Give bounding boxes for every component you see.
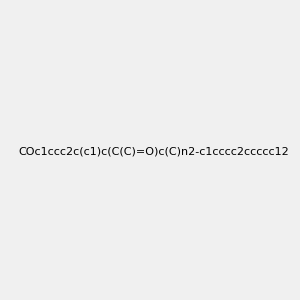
Text: COc1ccc2c(c1)c(C(C)=O)c(C)n2-c1cccc2ccccc12: COc1ccc2c(c1)c(C(C)=O)c(C)n2-c1cccc2cccc…	[18, 146, 289, 157]
